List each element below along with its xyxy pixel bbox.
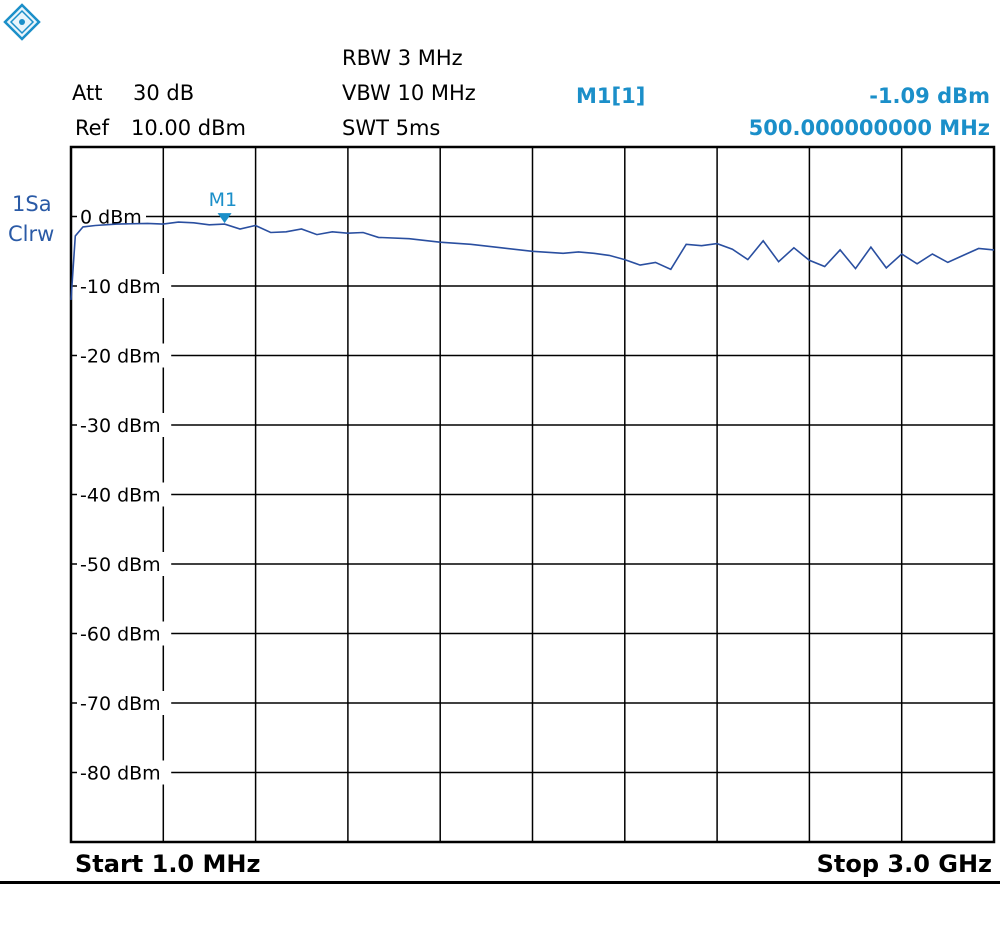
markers: M1 xyxy=(209,189,237,224)
trace-mode-label: 1Sa xyxy=(12,192,52,216)
y-tick-label: -70 dBm xyxy=(80,693,161,715)
ref-value: 10.00 dBm xyxy=(131,116,246,140)
y-tick-label: -10 dBm xyxy=(80,276,161,298)
y-tick-label-bg xyxy=(77,482,172,507)
y-tick-label: -80 dBm xyxy=(80,763,161,785)
y-tick-labels: 0 dBm -10 dBm -20 dBm -30 dBm -40 dBm -50 dBm… xyxy=(77,204,172,785)
y-tick-label-bg xyxy=(77,621,172,646)
y-tick-label-bg xyxy=(77,343,172,368)
y-tick-label-bg xyxy=(77,552,172,576)
marker-label: M1 xyxy=(209,189,237,211)
att-value: 30 dB xyxy=(133,81,195,105)
att-label: Att xyxy=(72,81,103,105)
y-tick-label-bg xyxy=(77,413,172,437)
y-tick-label-bg xyxy=(77,691,172,715)
y-tick-label: -30 dBm xyxy=(80,415,161,437)
y-tick-label: -40 dBm xyxy=(80,485,161,507)
marker-frequency: 500.000000000 MHz xyxy=(748,116,990,140)
marker-triangle xyxy=(217,213,232,224)
plot-grid xyxy=(69,145,996,844)
y-tick-label-bg xyxy=(77,760,172,785)
stop-frequency: Stop 3.0 GHz xyxy=(816,850,992,878)
ref-label: Ref xyxy=(75,116,109,140)
rbw-setting: RBW 3 MHz xyxy=(342,46,463,70)
start-frequency: Start 1.0 MHz xyxy=(75,850,261,878)
y-tick-label: -60 dBm xyxy=(80,624,161,646)
trace-detector-label: Clrw xyxy=(8,222,55,246)
swt-setting: SWT 5ms xyxy=(342,116,441,140)
y-tick-label-bg xyxy=(77,274,172,298)
marker-level: -1.09 dBm xyxy=(869,84,990,108)
y-tick-label: -50 dBm xyxy=(80,554,161,576)
y-tick-label: 0 dBm xyxy=(80,207,142,229)
marker-id: M1[1] xyxy=(576,84,646,108)
trace-line xyxy=(70,221,995,300)
footer-rule xyxy=(0,881,1000,884)
vbw-setting: VBW 10 MHz xyxy=(342,81,476,105)
y-tick-label: -20 dBm xyxy=(80,346,161,368)
rohde-schwarz-logo-icon xyxy=(3,3,41,41)
